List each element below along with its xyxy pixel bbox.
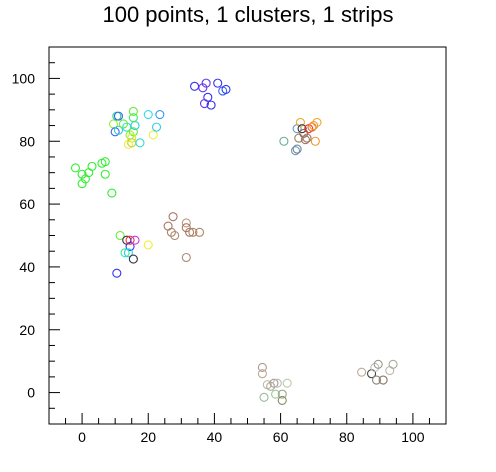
data-point xyxy=(378,375,388,385)
data-point xyxy=(151,122,162,132)
data-point xyxy=(77,169,87,179)
data-point xyxy=(370,362,380,373)
data-point xyxy=(277,395,287,405)
data-point xyxy=(297,124,307,134)
data-point xyxy=(199,99,210,109)
data-point xyxy=(257,362,267,373)
data-point xyxy=(300,135,310,145)
data-point xyxy=(128,254,138,264)
data-point xyxy=(166,227,176,237)
y-tick-label: 0 xyxy=(27,385,35,401)
x-tick-label: 80 xyxy=(339,429,355,445)
y-tick-label: 80 xyxy=(19,133,35,149)
data-points xyxy=(70,78,398,405)
data-point xyxy=(181,252,191,263)
data-point xyxy=(282,378,292,388)
x-tick-label: 0 xyxy=(78,429,86,445)
data-point xyxy=(290,146,301,156)
x-tick-label: 20 xyxy=(140,429,156,445)
data-point xyxy=(206,100,216,110)
y-tick-label: 60 xyxy=(19,196,35,212)
data-point xyxy=(125,235,135,245)
data-point xyxy=(257,369,267,379)
data-point xyxy=(190,81,200,91)
data-point xyxy=(168,212,178,222)
x-tick-label: 100 xyxy=(401,429,425,445)
data-point xyxy=(87,161,97,171)
data-point xyxy=(112,268,122,278)
data-point xyxy=(388,359,398,369)
y-axis: 0 20 40 60 80 100 xyxy=(12,46,60,425)
data-point xyxy=(120,248,130,258)
data-point xyxy=(185,227,195,237)
data-point xyxy=(122,122,132,132)
data-point xyxy=(143,240,153,250)
data-point xyxy=(302,133,312,143)
data-point xyxy=(295,117,305,127)
data-point xyxy=(371,375,382,385)
data-point xyxy=(299,128,309,138)
data-point xyxy=(188,227,198,237)
data-point xyxy=(155,109,165,120)
data-point xyxy=(107,188,117,198)
y-tick-label: 40 xyxy=(19,259,35,275)
data-point xyxy=(357,367,367,377)
plot-frame xyxy=(48,46,447,425)
data-point xyxy=(310,136,320,146)
data-point xyxy=(307,122,317,132)
data-point xyxy=(309,120,319,131)
x-axis: 0 20 40 60 80 100 xyxy=(48,413,447,445)
data-point xyxy=(128,127,138,137)
data-point xyxy=(194,227,205,237)
data-point xyxy=(70,163,81,173)
x-tick-label: 60 xyxy=(273,429,289,445)
data-point xyxy=(170,230,180,241)
data-point xyxy=(143,109,153,120)
data-point xyxy=(100,169,110,179)
data-point xyxy=(269,378,279,388)
data-point xyxy=(198,83,208,93)
y-tick-label: 100 xyxy=(12,70,36,86)
data-point xyxy=(271,389,281,399)
data-point xyxy=(312,117,322,127)
data-point xyxy=(118,119,128,129)
data-point xyxy=(135,138,145,148)
data-point xyxy=(77,179,87,189)
data-point xyxy=(181,223,191,233)
data-point xyxy=(373,359,383,369)
data-point xyxy=(259,392,269,402)
data-point xyxy=(181,218,191,228)
data-point xyxy=(113,111,124,121)
x-tick-label: 40 xyxy=(207,429,223,445)
data-point xyxy=(272,378,282,388)
data-point xyxy=(130,235,140,245)
data-point xyxy=(148,130,158,140)
data-point xyxy=(221,84,231,94)
data-point xyxy=(115,230,125,241)
data-point xyxy=(125,241,135,252)
data-point xyxy=(213,78,223,88)
data-point xyxy=(277,389,287,399)
data-point xyxy=(279,136,289,146)
y-tick-label: 20 xyxy=(19,322,35,338)
data-point xyxy=(128,113,138,123)
data-point xyxy=(123,248,133,258)
data-point xyxy=(128,106,138,116)
data-point xyxy=(292,144,302,154)
chart-title: 100 points, 1 clusters, 1 strips xyxy=(102,2,394,27)
data-point xyxy=(201,78,211,88)
data-point xyxy=(100,157,110,167)
data-point xyxy=(113,125,124,135)
